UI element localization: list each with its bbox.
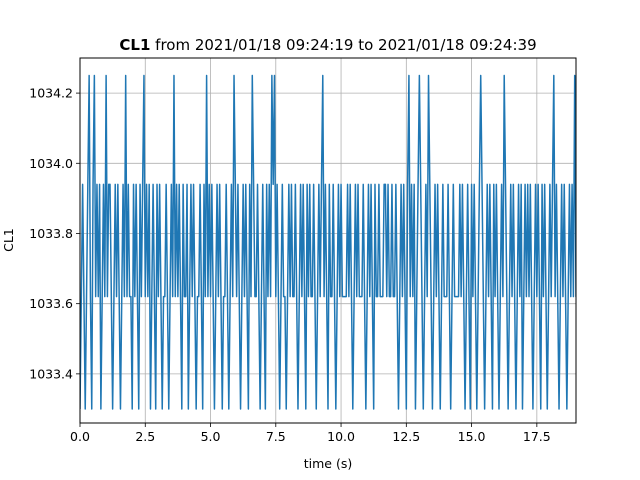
x-tick-label: 0.0 <box>70 429 90 444</box>
y-tick-label: 1034.0 <box>29 156 73 171</box>
chart-title-rest: from 2021/01/18 09:24:19 to 2021/01/18 0… <box>150 36 536 54</box>
y-axis-label: CL1 <box>1 228 16 252</box>
chart-title: CL1 from 2021/01/18 09:24:19 to 2021/01/… <box>119 36 536 54</box>
series-line <box>80 74 576 410</box>
y-axis: 1033.4 1033.6 1033.8 1034.0 1034.2 <box>29 86 80 381</box>
x-tick-label: 7.5 <box>266 429 286 444</box>
x-axis-label: time (s) <box>304 456 352 471</box>
y-tick-label: 1033.6 <box>29 296 73 311</box>
x-tick-label: 15.0 <box>458 429 486 444</box>
y-tick-label: 1033.4 <box>29 366 73 381</box>
y-tick-label: 1034.2 <box>29 86 73 101</box>
plot-area <box>80 74 576 410</box>
x-tick-label: 5.0 <box>201 429 221 444</box>
x-tick-label: 17.5 <box>523 429 551 444</box>
x-tick-label: 12.5 <box>392 429 420 444</box>
chart-title-bold: CL1 <box>119 36 150 54</box>
x-axis: 0.0 2.5 5.0 7.5 10.0 12.5 15.0 17.5 <box>70 423 551 444</box>
y-tick-label: 1033.8 <box>29 226 73 241</box>
x-tick-label: 10.0 <box>327 429 355 444</box>
plot-frame <box>79 57 577 424</box>
x-tick-label: 2.5 <box>135 429 155 444</box>
